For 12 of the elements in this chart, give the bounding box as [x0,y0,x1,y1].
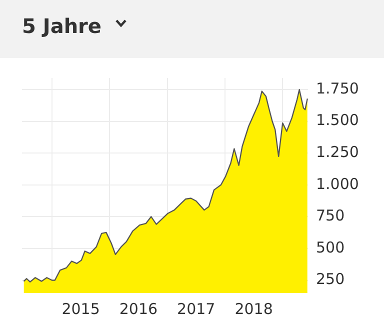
y-tick-label: 1.250 [316,142,359,161]
y-tick-label: 1.750 [316,79,359,98]
x-tick-label: 2018 [234,300,273,318]
y-tick-label: 250 [316,270,345,288]
y-tick-label: 750 [316,206,345,225]
y-tick-label: 1.500 [316,111,359,130]
x-tick-label: 2016 [119,300,158,318]
x-tick-label: 2017 [177,300,216,318]
x-tick-label: 2015 [62,300,100,318]
y-tick-label: 1.000 [316,174,359,193]
chart-title: 5 Jahre [22,14,102,38]
y-tick-label: 500 [316,238,345,256]
